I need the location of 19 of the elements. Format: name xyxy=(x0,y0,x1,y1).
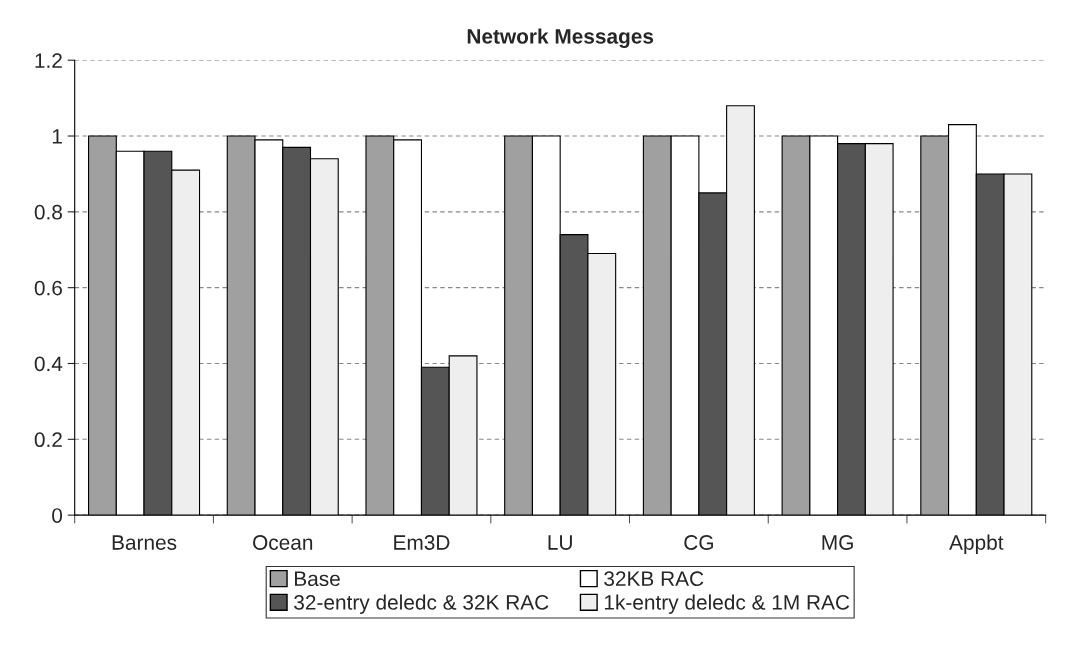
x-tick-label: Ocean xyxy=(253,535,313,550)
y-tick-label: 1.2 xyxy=(35,53,62,68)
y-tick-label: 0.4 xyxy=(34,356,63,372)
legend-label: 32KB RAC xyxy=(604,571,704,587)
legend-label: Base xyxy=(295,571,340,587)
x-tick-label: Appbt xyxy=(949,534,1004,554)
y-tick-label: 0.2 xyxy=(34,432,62,448)
y-tick-label: 0.8 xyxy=(34,204,62,220)
x-tick-label: MG xyxy=(822,535,853,550)
y-tick-label: 0.6 xyxy=(34,280,62,296)
y-tick-label: 1 xyxy=(52,129,62,144)
x-tick-label: Em3D xyxy=(394,535,450,550)
x-tick-label: CG xyxy=(684,535,713,550)
chart-title: Network Messages xyxy=(467,28,654,48)
legend-label: 32-entry deledc & 32K RAC xyxy=(294,594,549,614)
x-tick-label: LU xyxy=(548,535,572,550)
y-tick-label: 0 xyxy=(52,508,63,523)
legend-label: 1k-entry deledc & 1M RAC xyxy=(604,594,850,614)
x-tick-label: Barnes xyxy=(112,535,177,550)
